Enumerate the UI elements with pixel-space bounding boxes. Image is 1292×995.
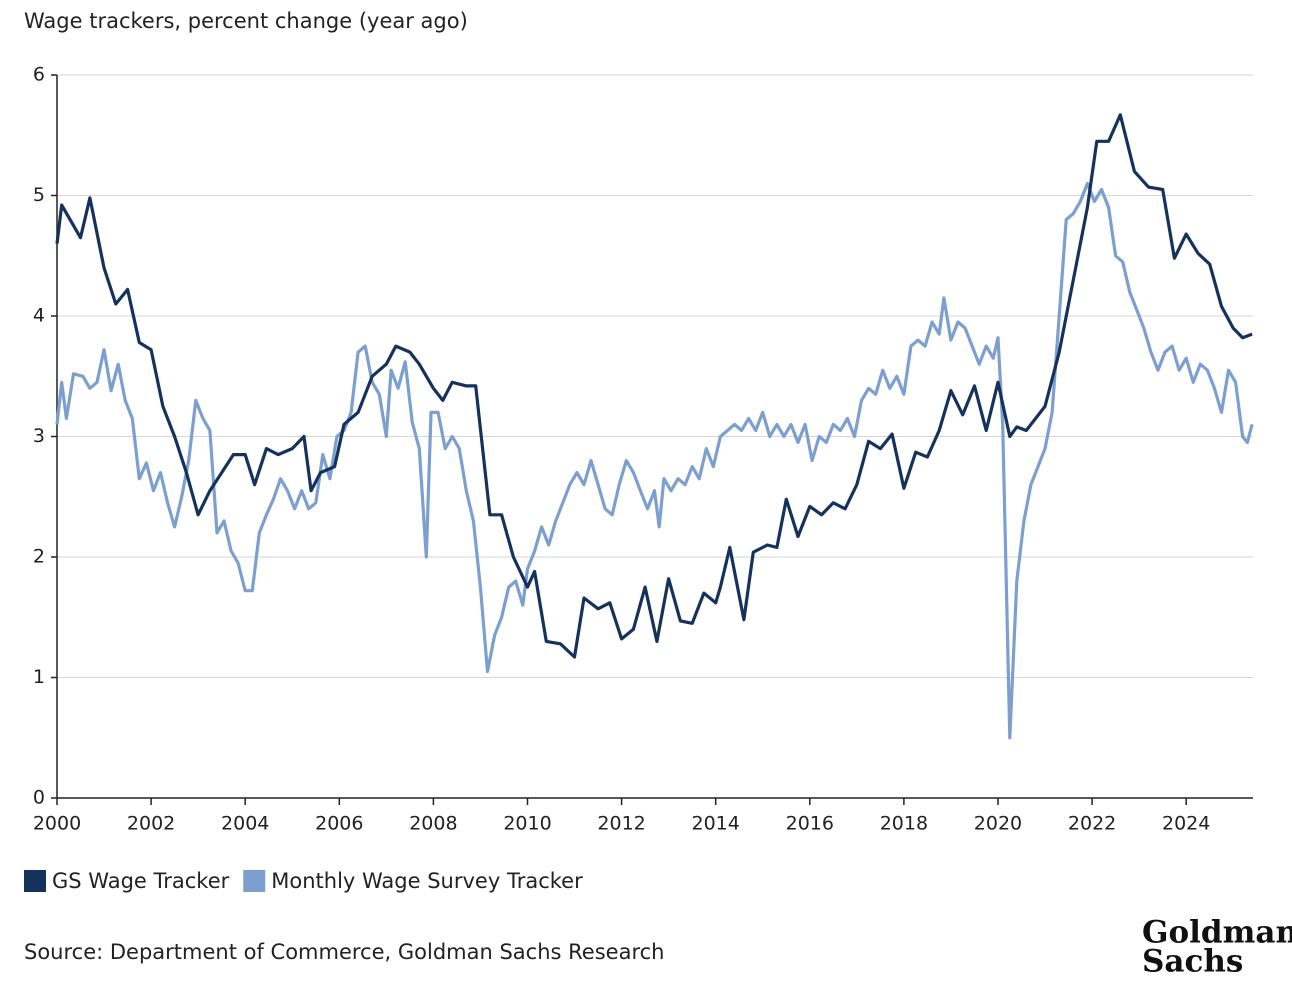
x-tick-label: 2004 (221, 813, 269, 835)
x-tick-label: 2016 (786, 813, 834, 835)
x-tick-label: 2008 (409, 813, 457, 835)
x-tick-label: 2018 (880, 813, 928, 835)
x-tick-label: 2024 (1162, 813, 1210, 835)
legend-swatch (243, 870, 266, 892)
y-tick-label: 2 (33, 546, 45, 568)
y-tick-label: 1 (33, 666, 45, 688)
y-tick-label: 3 (33, 425, 45, 447)
logo-line: Goldman (1142, 915, 1292, 951)
y-tick-label: 6 (33, 64, 45, 86)
legend-label: GS Wage Tracker (52, 869, 230, 893)
x-tick-label: 2010 (503, 813, 551, 835)
x-tick-label: 2022 (1068, 813, 1116, 835)
x-tick-label: 2000 (33, 813, 81, 835)
y-tick-label: 0 (33, 787, 45, 809)
x-tick-label: 2014 (692, 813, 740, 835)
legend-label: Monthly Wage Survey Tracker (271, 869, 583, 893)
x-tick-label: 2020 (974, 813, 1022, 835)
source-note: Source: Department of Commerce, Goldman … (24, 940, 664, 964)
chart-title: Wage trackers, percent change (year ago) (24, 9, 468, 33)
x-tick-label: 2002 (127, 813, 175, 835)
y-tick-label: 4 (33, 305, 45, 327)
series-line (55, 181, 1254, 740)
x-tick-label: 2006 (315, 813, 363, 835)
logo-line: Sachs (1142, 944, 1243, 980)
series-line (55, 113, 1253, 659)
x-tick-label: 2012 (597, 813, 645, 835)
legend-swatch (24, 870, 46, 892)
y-tick-label: 5 (33, 184, 45, 206)
